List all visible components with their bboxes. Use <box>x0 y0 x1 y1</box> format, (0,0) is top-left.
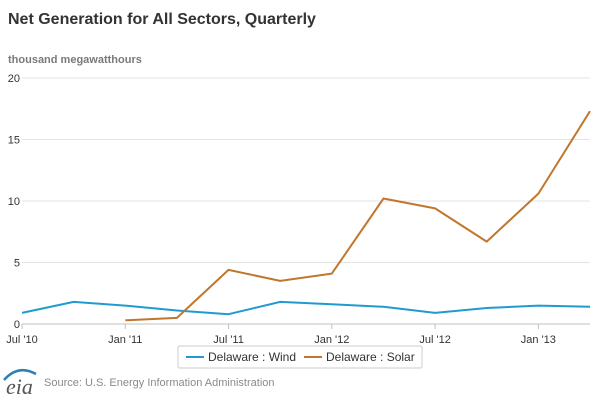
legend-box <box>177 345 423 369</box>
series-line-1 <box>125 110 591 322</box>
legend-label-wind: Delaware : Wind <box>208 350 296 364</box>
legend-label-solar: Delaware : Solar <box>326 350 415 364</box>
chart-title: Net Generation for All Sectors, Quarterl… <box>8 11 316 28</box>
y-tick-label: 15 <box>8 135 20 147</box>
eia-logo-arc <box>3 368 37 381</box>
x-tick-label: Jul '10 <box>6 334 37 346</box>
x-tick-label: Jan '13 <box>521 334 556 346</box>
source-text: Source: U.S. Energy Information Administ… <box>44 377 275 389</box>
x-tick-label: Jul '11 <box>213 334 244 346</box>
y-tick-label: 20 <box>8 73 20 85</box>
eia-logo-text: eia <box>6 374 33 399</box>
series-lines <box>21 110 591 322</box>
y-tick-label: 0 <box>14 319 20 331</box>
y-tick-label: 10 <box>8 196 20 208</box>
series-line-0 <box>21 300 591 316</box>
x-tick-label: Jan '12 <box>314 334 349 346</box>
y-tick-label: 5 <box>14 258 20 270</box>
x-tick-labels: Jul '10 Jan '11 Jul '11 Jan '12 Jul '12 Jan '… <box>6 334 556 346</box>
y-tick-labels: 0 5 10 15 20 <box>8 73 20 331</box>
legend: Delaware : Wind Delaware : Solar <box>177 345 423 369</box>
y-axis-unit-label: thousand megawatthours <box>8 54 142 66</box>
grid-lines <box>21 77 590 329</box>
x-tick-label: Jan '11 <box>108 334 142 346</box>
eia-logo: eia <box>3 368 37 399</box>
x-tick-label: Jul '12 <box>419 334 450 346</box>
